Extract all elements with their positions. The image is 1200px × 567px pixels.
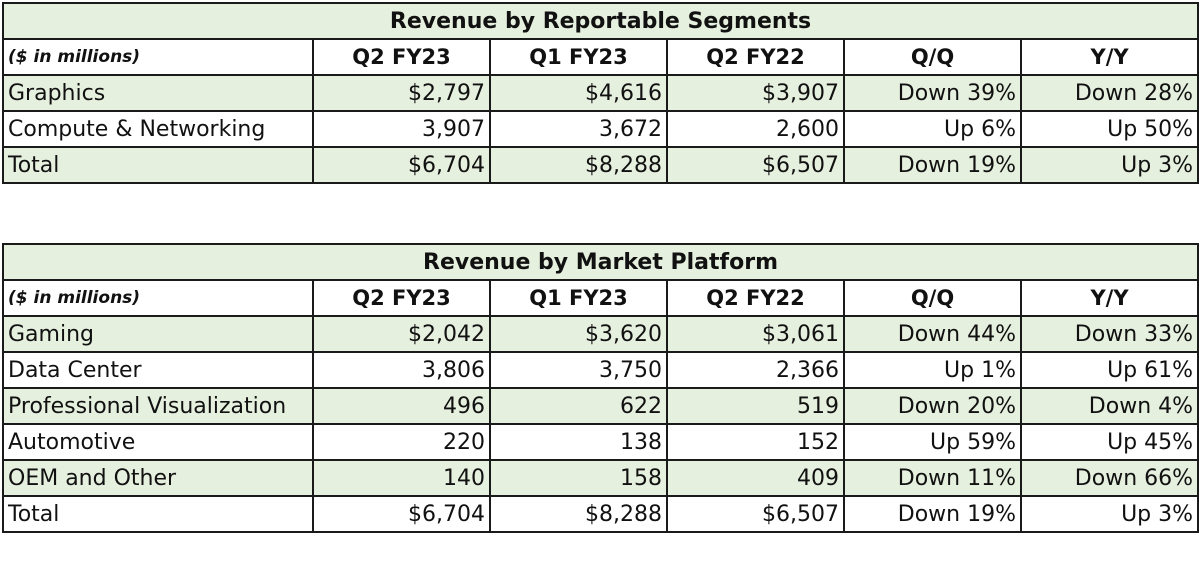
cell: Down 19% [843, 495, 1022, 533]
cell: 3,907 [312, 110, 491, 148]
column-header: Q2 FY22 [666, 38, 845, 76]
column-header: Y/Y [1019, 279, 1200, 317]
column-header: Q1 FY23 [489, 38, 668, 76]
cell: 3,750 [489, 351, 668, 389]
cell: Down 33% [1019, 315, 1200, 353]
column-header: Q/Q [843, 279, 1022, 317]
cell: Down 4% [1019, 387, 1200, 425]
cell: 519 [666, 387, 845, 425]
cell: $4,616 [489, 74, 668, 112]
cell: 220 [312, 423, 491, 461]
table-row: Automotive 220 138 152 Up 59% Up 45% [2, 423, 1200, 461]
cell: $3,907 [666, 74, 845, 112]
market-platform-table-title: Revenue by Market Platform [1, 243, 1200, 281]
cell: $8,288 [489, 146, 668, 184]
table-row: Total $6,704 $8,288 $6,507 Down 19% Up 3… [2, 146, 1200, 184]
cell: Down 39% [843, 74, 1022, 112]
row-label: Compute & Networking [2, 110, 314, 148]
unit-label: ($ in millions) [2, 38, 314, 76]
cell: 2,600 [666, 110, 845, 148]
cell: $6,507 [666, 495, 845, 533]
row-label: Graphics [2, 74, 314, 112]
cell: Down 11% [843, 459, 1022, 497]
column-header: Q2 FY23 [312, 279, 491, 317]
cell: Down 19% [843, 146, 1022, 184]
table-row: Gaming $2,042 $3,620 $3,061 Down 44% Dow… [2, 315, 1200, 353]
row-label: Professional Visualization [2, 387, 314, 425]
cell: Up 61% [1019, 351, 1200, 389]
cell: 2,366 [666, 351, 845, 389]
cell: $2,797 [312, 74, 491, 112]
cell: Up 50% [1019, 110, 1200, 148]
row-label: Total [2, 146, 314, 184]
cell: Down 28% [1019, 74, 1200, 112]
cell: 138 [489, 423, 668, 461]
cell: $3,061 [666, 315, 845, 353]
cell: $3,620 [489, 315, 668, 353]
cell: 152 [666, 423, 845, 461]
cell: 158 [489, 459, 668, 497]
table-row: Graphics $2,797 $4,616 $3,907 Down 39% D… [2, 74, 1200, 112]
row-label: OEM and Other [2, 459, 314, 497]
table-row: Total $6,704 $8,288 $6,507 Down 19% Up 3… [2, 495, 1200, 533]
cell: Up 3% [1019, 495, 1200, 533]
cell: Down 20% [843, 387, 1022, 425]
cell: $2,042 [312, 315, 491, 353]
cell: Up 6% [843, 110, 1022, 148]
table-row: Compute & Networking 3,907 3,672 2,600 U… [2, 110, 1200, 148]
cell: Up 1% [843, 351, 1022, 389]
cell: 496 [312, 387, 491, 425]
cell: Down 66% [1019, 459, 1200, 497]
cell: $6,704 [312, 146, 491, 184]
cell: $6,704 [312, 495, 491, 533]
table-row: Professional Visualization 496 622 519 D… [2, 387, 1200, 425]
row-label: Total [2, 495, 314, 533]
market-platform-table: Revenue by Market Platform ($ in million… [1, 243, 1200, 533]
segments-header-row: ($ in millions) Q2 FY23 Q1 FY23 Q2 FY22 … [2, 38, 1200, 76]
cell: 140 [312, 459, 491, 497]
cell: $8,288 [489, 495, 668, 533]
column-header: Q1 FY23 [489, 279, 668, 317]
column-header: Q2 FY22 [666, 279, 845, 317]
segments-table-title: Revenue by Reportable Segments [1, 2, 1200, 40]
row-label: Gaming [2, 315, 314, 353]
row-label: Automotive [2, 423, 314, 461]
segments-table: Revenue by Reportable Segments ($ in mil… [1, 2, 1200, 184]
market-header-row: ($ in millions) Q2 FY23 Q1 FY23 Q2 FY22 … [2, 279, 1200, 317]
column-header: Y/Y [1019, 38, 1200, 76]
row-label: Data Center [2, 351, 314, 389]
cell: $6,507 [666, 146, 845, 184]
cell: Up 59% [843, 423, 1022, 461]
cell: Up 45% [1019, 423, 1200, 461]
cell: 3,806 [312, 351, 491, 389]
unit-label: ($ in millions) [2, 279, 314, 317]
column-header: Q/Q [843, 38, 1022, 76]
table-row: Data Center 3,806 3,750 2,366 Up 1% Up 6… [2, 351, 1200, 389]
table-row: OEM and Other 140 158 409 Down 11% Down … [2, 459, 1200, 497]
cell: 409 [666, 459, 845, 497]
cell: 622 [489, 387, 668, 425]
cell: Down 44% [843, 315, 1022, 353]
cell: 3,672 [489, 110, 668, 148]
column-header: Q2 FY23 [312, 38, 491, 76]
cell: Up 3% [1019, 146, 1200, 184]
